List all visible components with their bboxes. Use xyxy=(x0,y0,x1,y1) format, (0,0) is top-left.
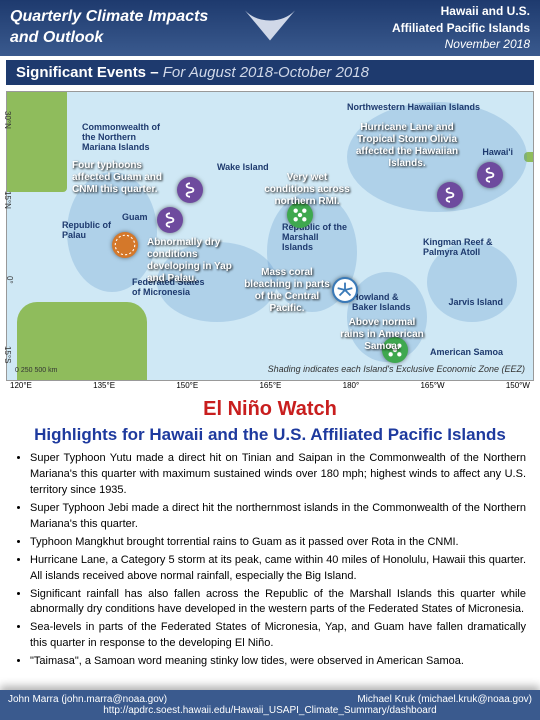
region-line1: Hawaii and U.S. xyxy=(392,3,530,20)
drought-icon xyxy=(112,232,138,258)
label-cnmi: Commonwealth of the Northern Mariana Isl… xyxy=(82,122,162,152)
list-item: "Taimasa", a Samoan word meaning stinky … xyxy=(30,654,526,670)
y-tick: 15°S xyxy=(3,346,12,363)
callout-bleach: Mass coral bleaching in parts of the Cen… xyxy=(242,267,332,315)
header-title: Quarterly Climate Impacts and Outlook xyxy=(10,7,208,49)
region-line2: Affiliated Pacific Islands xyxy=(392,20,530,37)
callout-hawaii: Hurricane Lane and Tropical Storm Olivia… xyxy=(347,122,467,170)
list-item: Significant rainfall has also fallen acr… xyxy=(30,587,526,619)
highlights-list: Super Typhoon Yutu made a direct hit on … xyxy=(30,451,526,670)
footer-contact-right: Michael Kruk (michael.kruk@noaa.gov) xyxy=(357,694,532,705)
watch-heading: El Niño Watch xyxy=(0,398,540,421)
label-nw-hawaii: Northwestern Hawaiian Islands xyxy=(347,102,480,112)
header-region: Hawaii and U.S. Affiliated Pacific Islan… xyxy=(392,3,530,53)
x-tick: 165°E xyxy=(259,381,281,390)
callout-dry: Abnormally dry conditions developing in … xyxy=(147,237,247,285)
sig-label: Significant Events – xyxy=(16,64,163,81)
y-tick: 30°N xyxy=(3,111,12,129)
x-axis: 120°E 135°E 150°E 165°E 180° 165°W 150°W xyxy=(6,381,534,390)
label-guam: Guam xyxy=(122,212,148,222)
header: Quarterly Climate Impacts and Outlook Ha… xyxy=(0,0,540,56)
sig-period: For August 2018-October 2018 xyxy=(163,64,369,81)
footer: John Marra (john.marra@noaa.gov) Michael… xyxy=(0,690,540,720)
significant-events-bar: Significant Events – For August 2018-Oct… xyxy=(6,60,534,85)
header-date: November 2018 xyxy=(392,36,530,53)
bleaching-icon xyxy=(332,277,358,303)
header-logo-icon xyxy=(235,6,305,51)
callout-samoa: Above normal rains in American Samoa. xyxy=(337,317,427,353)
highlights-title: Highlights for Hawaii and the U.S. Affil… xyxy=(0,425,540,445)
typhoon-icon xyxy=(437,182,463,208)
label-samoa: American Samoa xyxy=(430,347,503,357)
x-tick: 150°E xyxy=(176,381,198,390)
list-item: Sea-levels in parts of the Federated Sta… xyxy=(30,620,526,652)
label-howland: Howland & Baker Islands xyxy=(352,292,417,312)
label-palau: Republic of Palau xyxy=(62,220,117,240)
x-tick: 120°E xyxy=(10,381,32,390)
pacific-map: Northwestern Hawaiian Islands Hawai'i Co… xyxy=(6,91,534,381)
x-tick: 180° xyxy=(343,381,360,390)
callout-typhoons: Four typhoons affected Guam and CNMI thi… xyxy=(72,160,172,196)
list-item: Super Typhoon Yutu made a direct hit on … xyxy=(30,451,526,499)
label-kingman: Kingman Reef & Palmyra Atoll xyxy=(423,237,503,257)
label-wake: Wake Island xyxy=(217,162,269,172)
list-item: Typhoon Mangkhut brought torrential rain… xyxy=(30,535,526,551)
list-item: Super Typhoon Jebi made a direct hit the… xyxy=(30,501,526,533)
footer-contact-left: John Marra (john.marra@noaa.gov) xyxy=(8,694,167,705)
typhoon-icon xyxy=(157,207,183,233)
x-tick: 135°E xyxy=(93,381,115,390)
title-line1: Quarterly Climate Impacts xyxy=(10,7,208,28)
scale-bar: 0 250 500 km xyxy=(15,367,57,374)
x-tick: 150°W xyxy=(506,381,530,390)
label-hawaii: Hawai'i xyxy=(482,147,513,157)
y-tick: 15°N xyxy=(3,191,12,209)
title-line2: and Outlook xyxy=(10,28,208,49)
eez-note: Shading indicates each Island's Exclusiv… xyxy=(268,364,525,374)
typhoon-icon xyxy=(477,162,503,188)
y-tick: 0° xyxy=(5,276,14,284)
label-jarvis: Jarvis Island xyxy=(448,297,503,307)
map-container: Northwestern Hawaiian Islands Hawai'i Co… xyxy=(6,91,534,390)
callout-wet: Very wet conditions across northern RMI. xyxy=(262,172,352,208)
land-asia xyxy=(6,91,67,192)
typhoon-icon xyxy=(177,177,203,203)
footer-link[interactable]: http://apdrc.soest.hawaii.edu/Hawaii_USA… xyxy=(8,705,532,716)
list-item: Hurricane Lane, a Category 5 storm at it… xyxy=(30,553,526,585)
x-tick: 165°W xyxy=(420,381,444,390)
